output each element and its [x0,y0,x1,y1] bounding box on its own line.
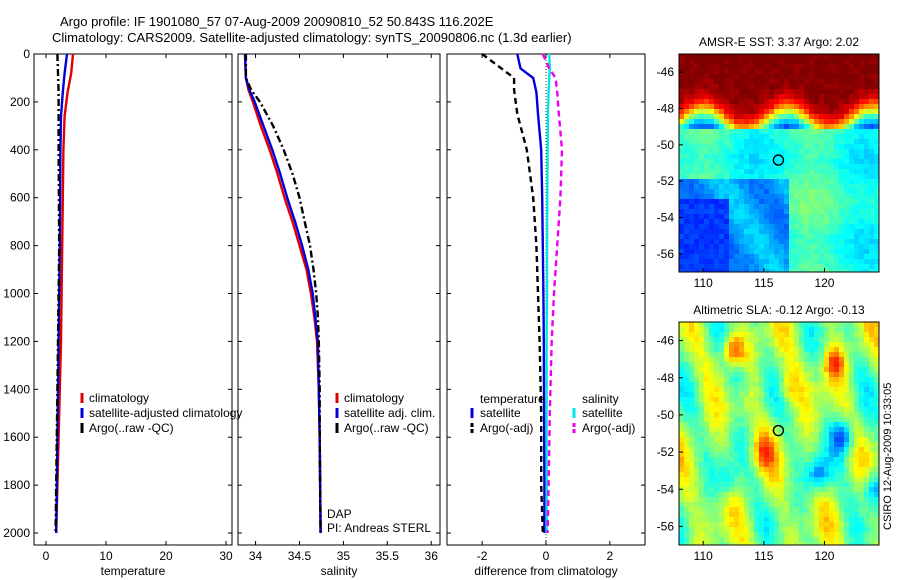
x-tick-label: 115 [754,549,773,563]
x-tick-label: 110 [694,549,713,563]
annotation-text: DAP [327,507,352,521]
side-note: CSIRO 12-Aug-2009 10:33:05 [882,383,894,530]
plot-frame [33,53,233,546]
legend-label: climatology [344,391,404,405]
x-tick-label: 20 [159,549,173,563]
y-tick-label: 2000 [3,526,30,540]
y-tick-label: 0 [23,47,30,61]
x-tick-label: 36 [425,549,439,563]
series-line [541,53,564,534]
y-tick-label: 600 [10,191,30,205]
y-tick-label: 1800 [3,478,30,492]
y-tick-label: -46 [657,65,675,79]
series-line [481,53,544,534]
panel-salinity: 34 34.5 35 35.5 36 salinity [237,53,441,578]
x-tick-label: 2 [607,549,614,563]
legend-label: Argo(-adj) [582,421,635,435]
legend-label: climatology [89,391,149,405]
y-tick-label: -46 [657,334,675,348]
legend-label: Argo(..raw -QC) [89,421,174,435]
panel-temperature: 0 10 20 30 temperature 0 200 400 600 800 1000 1200 1… [3,47,233,578]
legend-group-title: salinity [582,392,619,406]
series-line [54,53,61,534]
y-tick-label: -54 [657,211,675,225]
x-tick-label: 120 [814,276,834,290]
x-tick-label: 10 [99,549,113,563]
x-tick-label: 30 [219,549,233,563]
legend-label: Argo(..raw -QC) [344,421,429,435]
y-tick-label: -50 [657,138,675,152]
x-tick-label: 115 [754,276,773,290]
annotation-text: PI: Andreas STERL [327,521,431,535]
panel-sla_map: Altimetric SLA: -0.12 Argo: -0.13 110 115 1… [657,303,880,563]
y-tick-label: -56 [657,519,675,533]
legend-label: satellite-adjusted climatology [89,406,242,420]
y-tick-label: -48 [657,102,675,116]
legend-label: Argo(-adj) [480,421,533,435]
x-tick-label: 34 [249,549,263,563]
map-frame [678,321,880,546]
x-tick-label: 35 [337,549,351,563]
y-tick-label: 1600 [3,430,30,444]
x-tick-label: -2 [477,549,488,563]
header-line1: Argo profile: IF 1901080_57 07-Aug-2009 … [60,14,494,29]
heatmap-cells [679,54,880,273]
x-tick-label: 0 [543,549,550,563]
y-tick-label: -54 [657,482,675,496]
argo-location-marker [772,154,785,166]
y-tick-label: -48 [657,371,675,385]
y-tick-label: 1000 [3,287,30,301]
x-tick-label: 120 [814,549,834,563]
map-title: AMSR-E SST: 3.37 Argo: 2.02 [699,35,859,49]
x-tick-label: 0 [43,549,50,563]
legend-label: satellite [480,406,521,420]
x-axis-label: salinity [321,564,358,578]
legend-group-title: temperature [480,392,545,406]
y-tick-label: -52 [657,174,675,188]
x-tick-label: 34.5 [288,549,312,563]
map-title: Altimetric SLA: -0.12 Argo: -0.13 [693,303,865,317]
y-tick-label: 800 [10,239,30,253]
x-axis-label: temperature [101,564,166,578]
y-tick-label: -56 [657,247,675,261]
y-tick-label: -52 [657,445,675,459]
x-tick-label: 110 [694,276,713,290]
x-axis-label: difference from climatology [474,564,617,578]
series-line [516,53,546,533]
y-tick-label: 400 [10,143,30,157]
legend-label: satellite adj. clim. [344,406,435,420]
y-tick-label: -50 [657,408,675,422]
x-tick-label: 35.5 [376,549,400,563]
header-line2: Climatology: CARS2009. Satellite-adjuste… [52,30,572,45]
panel-sst_map: AMSR-E SST: 3.37 Argo: 2.02 110 115 120 -46 -… [657,35,880,290]
y-tick-label: 200 [10,95,30,109]
map-frame [678,53,880,273]
heatmap-cells [679,322,880,546]
series-line [545,53,551,533]
y-tick-label: 1400 [3,382,30,396]
plot-frame [237,53,441,546]
y-tick-label: 1200 [3,334,30,348]
legend-label: satellite [582,406,623,420]
series-line [244,54,322,534]
legend-difference: temperaturesatelliteArgo(-adj)salinitysa… [470,392,635,435]
argo-location-marker [772,424,785,437]
